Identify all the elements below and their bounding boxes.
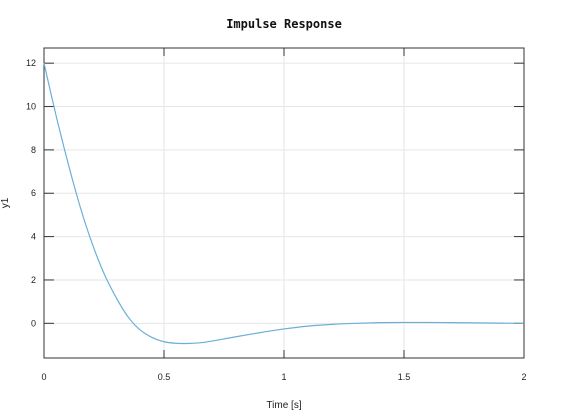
x-axis-label: Time [s] [266,400,301,411]
y-tick-label: 10 [26,102,36,112]
y-tick-label: 0 [31,318,36,328]
y-tick-label: 8 [31,145,36,155]
series-layer [43,63,525,345]
chart-title: Impulse Response [226,17,342,31]
tick-labels: 0 0.5 1 1.5 2 0 2 4 6 8 10 12 [26,58,527,382]
x-tick-label: 0 [41,372,46,382]
x-tick-label: 1.5 [398,372,411,382]
x-tick-label: 2 [521,372,526,382]
y-tick-label: 6 [31,188,36,198]
y-axis-label: y1 [0,197,11,208]
series-line [43,63,525,345]
y-tick-label: 12 [26,58,36,68]
grid [43,48,525,358]
x-tick-label: 1 [281,372,286,382]
y-tick-label: 4 [31,232,36,242]
x-tick-label: 0.5 [158,372,171,382]
y-tick-label: 2 [31,275,36,285]
